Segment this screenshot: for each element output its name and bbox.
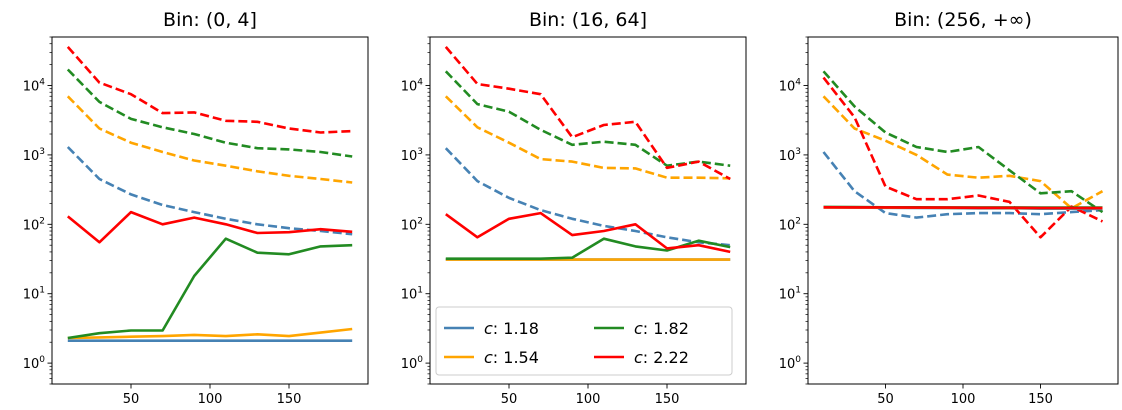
y-tick-base: 10 [23,80,40,95]
series-line-dashed-7 [66,68,353,158]
y-tick-label: 100 [401,355,424,372]
series-line-solid-2 [67,327,353,340]
legend-box [435,306,733,376]
axes-frame [807,36,1119,385]
y-tick-base: 10 [23,149,40,164]
x-tick-label: 50 [123,392,140,407]
x-tick-label: 50 [877,392,894,407]
chart-title: Bin: (256, +∞) [894,9,1032,31]
series-line-dashed-7 [822,70,1104,214]
x-tick-label: 100 [198,392,223,407]
x-tick-label: 50 [501,392,518,407]
chart-title: Bin: (16, 64] [529,9,647,31]
y-tick-exponent: 1 [39,286,45,296]
y-tick-exponent: 0 [39,355,45,365]
legend-value: : 1.54 [493,348,539,367]
y-tick-label: 100 [779,355,802,372]
y-tick-label: 102 [401,216,423,233]
series-group [822,70,1104,239]
y-tick-label: 103 [401,147,423,164]
x-tick-label: 100 [951,392,976,407]
y-tick-exponent: 2 [795,216,801,226]
y-tick-base: 10 [401,218,418,233]
series-line-dashed-6 [66,95,353,184]
series-line-dashed-5 [822,151,1103,219]
y-tick-base: 10 [779,288,796,303]
series-group [444,46,731,261]
y-tick-base: 10 [779,357,796,372]
axes-frame [429,36,747,385]
x-tick-label: 100 [576,392,601,407]
y-tick-exponent: 1 [795,286,801,296]
series-line-dashed-6 [444,95,731,180]
y-tick-base: 10 [401,288,418,303]
y-tick-base: 10 [23,357,40,372]
series-line-dashed-5 [66,146,353,236]
y-tick-base: 10 [779,218,796,233]
legend-label: c: 2.22 [634,348,689,367]
y-tick-base: 10 [779,80,796,95]
y-tick-label: 104 [23,78,46,95]
y-tick-label: 102 [23,216,45,233]
axes-frame [51,36,369,385]
y-tick-exponent: 4 [795,78,801,88]
legend-label: c: 1.54 [484,348,539,367]
legend-value: : 1.18 [493,319,539,338]
series-line-solid-4 [823,206,1103,210]
legend-symbol: c [484,348,493,367]
y-tick-label: 103 [23,147,45,164]
series-line-dashed-5 [444,147,731,247]
legend-label: c: 1.82 [634,319,689,338]
legend-value: : 1.82 [643,319,689,338]
y-tick-base: 10 [779,149,796,164]
y-tick-exponent: 2 [39,216,45,226]
y-tick-exponent: 1 [417,286,423,296]
y-tick-label: 101 [779,286,801,303]
x-tick-label: 150 [1028,392,1053,407]
chart-title: Bin: (0, 4] [163,9,257,31]
series-line-solid-3 [67,237,353,340]
y-tick-label: 102 [779,216,801,233]
y-tick-exponent: 2 [417,216,423,226]
series-line-solid-4 [445,211,731,254]
series-line-dashed-8 [444,46,731,181]
legend-label: c: 1.18 [484,319,539,338]
y-tick-label: 104 [779,78,802,95]
y-tick-base: 10 [401,357,418,372]
y-tick-exponent: 3 [417,147,423,157]
legend: c: 1.18c: 1.54c: 1.82c: 2.22 [435,306,733,376]
y-tick-base: 10 [23,218,40,233]
y-tick-exponent: 4 [417,78,423,88]
y-tick-base: 10 [401,80,418,95]
legend-symbol: c [484,319,493,338]
y-tick-base: 10 [401,149,418,164]
series-line-dashed-8 [66,46,353,134]
y-tick-label: 101 [401,286,423,303]
y-tick-exponent: 0 [795,355,801,365]
y-tick-label: 101 [23,286,45,303]
y-tick-label: 100 [23,355,46,372]
y-tick-exponent: 3 [795,147,801,157]
y-tick-label: 104 [401,78,424,95]
legend-symbol: c [634,319,643,338]
y-tick-exponent: 3 [39,147,45,157]
legend-symbol: c [634,348,643,367]
x-tick-label: 150 [277,392,302,407]
y-tick-exponent: 4 [39,78,45,88]
y-tick-base: 10 [23,288,40,303]
series-line-solid-4 [66,210,353,244]
x-tick-label: 150 [655,392,680,407]
y-tick-exponent: 0 [417,355,423,365]
series-line-dashed-6 [822,95,1104,210]
y-tick-label: 103 [779,147,801,164]
legend-value: : 2.22 [643,348,689,367]
series-group [66,46,353,343]
